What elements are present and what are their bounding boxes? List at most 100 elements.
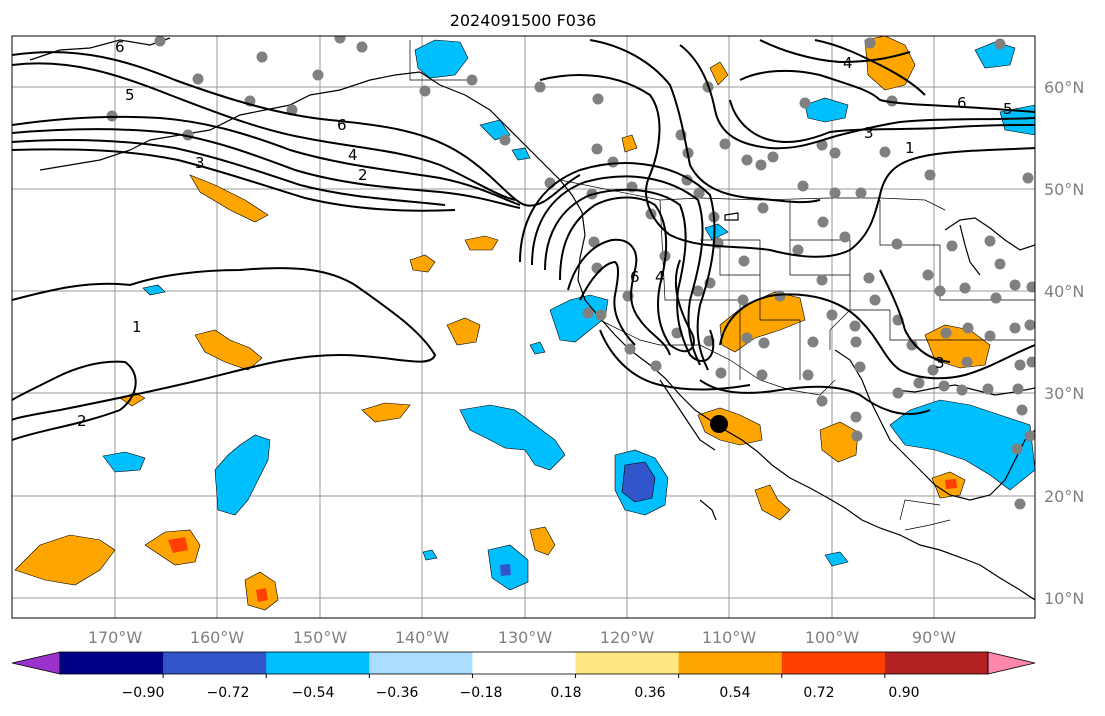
lon-label: 140°W [395, 628, 450, 647]
colorbar-segment [472, 652, 577, 674]
fill-orange [754, 484, 791, 521]
lon-label: 100°W [805, 628, 860, 647]
contour-label: 4 [843, 54, 853, 72]
fill-darkblue [500, 564, 511, 576]
lon-label: 110°W [702, 628, 757, 647]
contour-label: 6 [115, 38, 125, 56]
lat-label: 20°N [1044, 487, 1084, 506]
lon-label: 120°W [600, 628, 655, 647]
colorbar-tick: −0.54 [292, 685, 335, 701]
focus-station-dot [710, 415, 728, 433]
fill-blue [824, 551, 849, 567]
lat-labels: 60°N 50°N 40°N 30°N 20°N 10°N [1044, 78, 1084, 608]
lat-label: 50°N [1044, 180, 1084, 199]
map-frame-bg [12, 36, 1035, 618]
fill-blue [422, 549, 438, 561]
colorbar-segment [163, 652, 267, 674]
colorbar-frame [59, 651, 989, 675]
fill-red [168, 537, 188, 553]
contour-label: 6 [337, 116, 347, 134]
gridlines [12, 36, 1035, 618]
fill-blue [414, 39, 469, 79]
fill-blue [974, 41, 1016, 69]
colorbar-tick: 0.72 [803, 685, 834, 701]
fill-orange [464, 235, 499, 251]
lat-label: 40°N [1044, 282, 1084, 301]
contour-label: 3 [864, 124, 874, 142]
fill-orange [446, 317, 481, 346]
colorbar-segment [369, 652, 473, 674]
colorbar-extend-low [11, 651, 61, 675]
fill-blue [889, 399, 1035, 491]
contour-label: 2 [77, 412, 87, 430]
colorbar-tick: 0.18 [550, 685, 581, 701]
lon-labels: 170°W 160°W 150°W 140°W 130°W 120°W 110°… [88, 628, 956, 647]
fill-red [945, 479, 957, 489]
fill-blue [999, 104, 1035, 136]
lon-label: 150°W [293, 628, 348, 647]
lat-label: 30°N [1044, 384, 1084, 403]
colorbar-tick: −0.18 [460, 685, 503, 701]
contour-label: 1 [132, 318, 142, 336]
contour-label: 3 [195, 154, 205, 172]
colorbar-segment [678, 652, 783, 674]
fill-blue [459, 404, 566, 471]
colorbar-tick: −0.90 [122, 685, 165, 701]
contour-label: 6 [630, 268, 640, 286]
fill-blue [804, 97, 849, 123]
colorbar-extend-high [987, 651, 1036, 675]
contour-labels: 6 5 6 4 2 1 2 6 4 3 4 6 5 3 1 3 [77, 38, 1013, 430]
fill-orange [14, 534, 116, 586]
colorbar-tick: 0.54 [719, 685, 750, 701]
fill-blue [479, 119, 511, 141]
fill-orange [409, 254, 436, 273]
fill-blue [529, 341, 546, 355]
fill-orange [189, 174, 269, 223]
station-dots [106, 36, 1035, 510]
colorbar-segment [884, 652, 989, 674]
contour-label: 5 [1003, 100, 1013, 118]
fill-orange [194, 329, 263, 371]
colorbar-segment [575, 652, 680, 674]
contour-label: 4 [655, 268, 665, 286]
lon-label: 90°W [912, 628, 956, 647]
contour-label: 2 [358, 166, 368, 184]
fill-orange [819, 421, 859, 463]
contour-label: 5 [125, 86, 135, 104]
contour-label: 3 [935, 354, 945, 372]
fill-orange [529, 526, 556, 556]
colorbar-segment [60, 652, 164, 674]
contour-label: 6 [957, 94, 967, 112]
lon-label: 170°W [88, 628, 143, 647]
map-content: 6 5 6 4 2 1 2 6 4 3 4 6 5 3 1 3 [12, 36, 1035, 618]
colorbar [11, 651, 1036, 678]
colorbar-ticks: −0.90 −0.72 −0.54 −0.36 −0.18 0.18 0.36 … [122, 685, 920, 701]
fill-blue [102, 451, 146, 473]
fill-orange [621, 134, 638, 153]
colorbar-segment [781, 652, 886, 674]
fill-blue [142, 284, 166, 296]
fill-darkblue [621, 461, 656, 503]
lon-label: 160°W [190, 628, 245, 647]
fill-red [256, 588, 268, 602]
map-frame [11, 35, 1036, 619]
figure-title: 2024091500 F036 [450, 11, 597, 30]
lat-label: 10°N [1044, 589, 1084, 608]
colorbar-tick: 0.36 [634, 685, 665, 701]
contour-label: 4 [348, 146, 358, 164]
fill-blue [214, 434, 271, 516]
fill-blue [511, 147, 531, 161]
contour-label: 1 [905, 139, 915, 157]
colorbar-tick: −0.72 [207, 685, 250, 701]
lon-label: 130°W [498, 628, 553, 647]
colorbar-tick: 0.90 [888, 685, 919, 701]
fill-orange [709, 61, 729, 86]
anomaly-fills [14, 36, 1035, 611]
colorbar-tick: −0.36 [376, 685, 419, 701]
contours [12, 39, 1035, 441]
lat-label: 60°N [1044, 78, 1084, 97]
colorbar-segment [266, 652, 370, 674]
fill-orange [361, 402, 411, 423]
